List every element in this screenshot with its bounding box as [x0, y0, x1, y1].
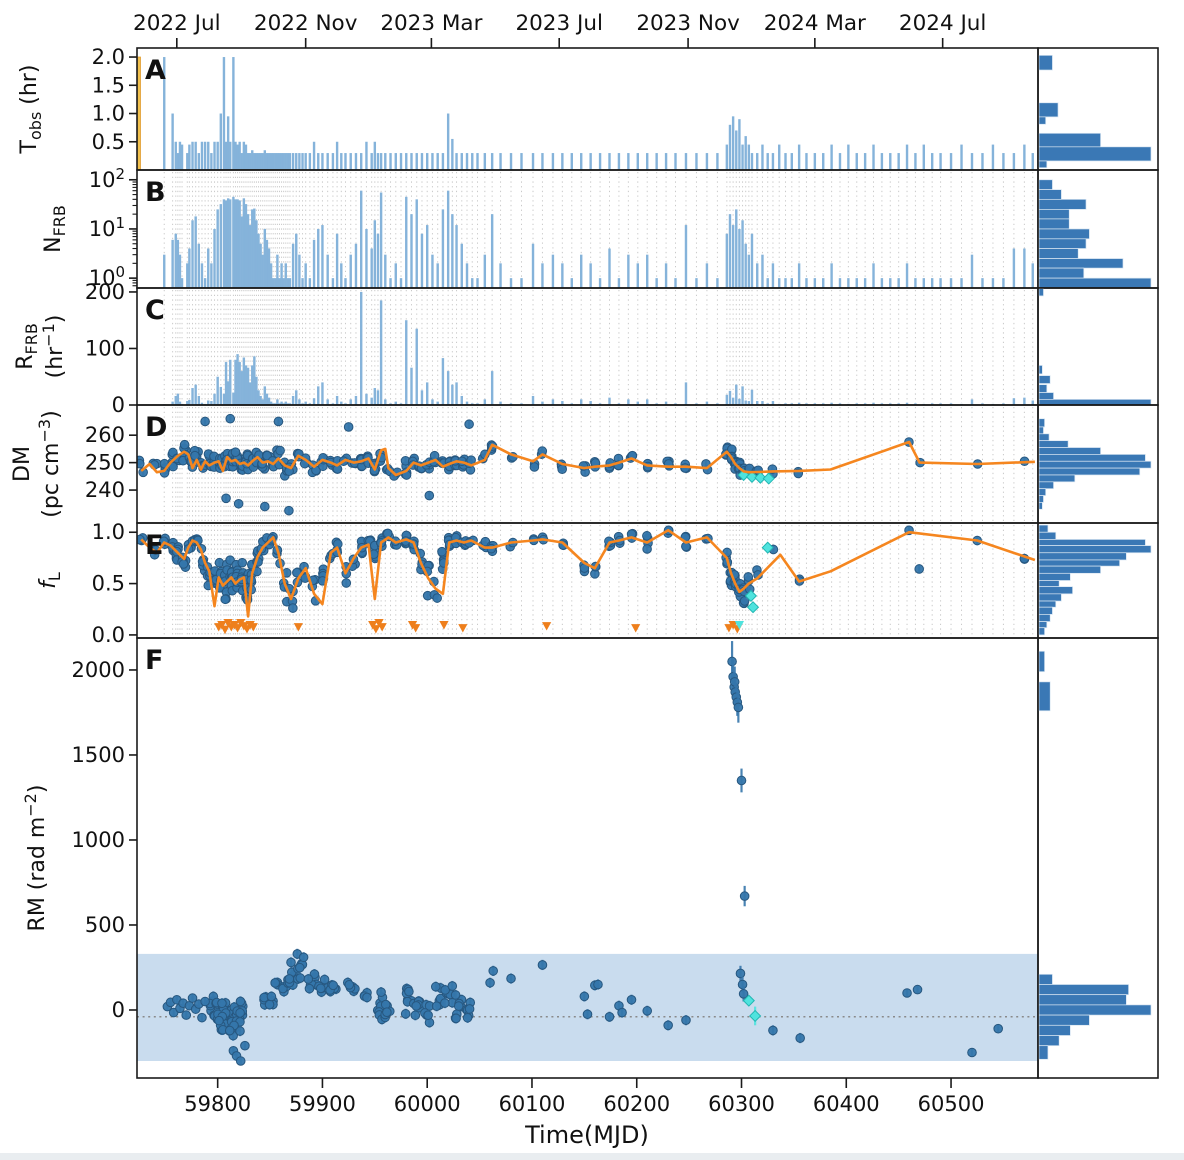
cyan-marker	[746, 601, 760, 614]
cyan-marker	[761, 541, 774, 554]
hist-frame	[1037, 287, 1159, 406]
y-tick-label: 0.5	[92, 130, 125, 154]
page-bottom-strip	[0, 1153, 1184, 1160]
x-tick-label: 60100	[499, 1092, 566, 1116]
y-axis-title2-C: (hr−1)	[39, 315, 68, 379]
panel-A: A 2.0 1.5 1.0 0.5 Tobs (hr)	[17, 45, 1039, 171]
panel-F: F 2000 1500 1000 500 0 RM (rad m−2)	[21, 637, 1039, 1079]
y-axis-title-C: RFRB	[13, 323, 41, 370]
panel-C: C 200 100 0 RFRB(hr−1)	[13, 280, 1039, 417]
hist-F	[1037, 637, 1159, 1079]
upper-limit-triangle	[734, 621, 745, 630]
x-tick-label: 60200	[603, 1092, 670, 1116]
x-tick-label: 60400	[813, 1092, 880, 1116]
panel-letter-C: C	[145, 295, 165, 326]
panel-B: B 102 101 100 NFRB	[41, 165, 1039, 290]
upper-limit-triangle	[439, 621, 449, 630]
panel-frame	[136, 47, 1039, 171]
y-axis-title-E: fL	[36, 572, 64, 589]
y-tick-label: 0	[112, 393, 125, 417]
hist-D	[1037, 404, 1159, 524]
top-date-label: 2022 Jul	[133, 11, 221, 36]
y-tick-label: 100	[85, 336, 125, 360]
median-trend-line	[140, 440, 1035, 477]
y-tick-label: 100	[89, 263, 125, 290]
y-tick-label: 1500	[72, 743, 125, 767]
y-axis-title-B: NFRB	[41, 205, 69, 253]
y-tick-label: 260	[85, 423, 125, 447]
y-tick-label: 1.0	[92, 520, 125, 544]
panel-letter-A: A	[145, 55, 166, 86]
y-tick-label: 0	[112, 998, 125, 1022]
x-tick-label: 59800	[184, 1092, 251, 1116]
y-tick-label: 1000	[72, 828, 125, 852]
y-tick-label: 102	[89, 165, 125, 192]
x-tick-label: 60500	[918, 1092, 985, 1116]
y-tick-label: 1.5	[92, 73, 125, 97]
cyan-marker	[762, 472, 775, 485]
y-axis-title-A: Tobs (hr)	[17, 65, 45, 155]
upper-limit-triangle	[411, 624, 421, 633]
top-date-label: 2022 Nov	[254, 11, 358, 36]
cyan-marker	[742, 994, 755, 1007]
top-date-label: 2024 Jul	[899, 11, 987, 36]
upper-limit-triangle	[631, 624, 641, 633]
panel-frame	[136, 287, 1039, 406]
upper-limit-triangle	[232, 624, 243, 633]
y-tick-label: 0.5	[92, 572, 125, 596]
hist-frame	[1037, 637, 1159, 1079]
y-axis-title2-D: (pc cm−3)	[35, 410, 64, 517]
upper-limit-triangle	[220, 625, 230, 635]
y-tick-label: 2000	[72, 658, 125, 682]
cyan-marker	[745, 470, 759, 484]
cyan-marker	[744, 589, 758, 603]
hist-C	[1037, 287, 1159, 406]
x-tick-label: 60000	[394, 1092, 461, 1116]
upper-limit-triangle	[724, 624, 734, 633]
panel-E: E 1.0 0.5 0.0 fL	[36, 520, 1039, 647]
y-tick-label: 250	[85, 451, 125, 475]
y-tick-label: 2.0	[92, 45, 125, 69]
x-axis-title: Time(MJD)	[524, 1121, 649, 1149]
upper-limit-triangle	[293, 623, 303, 632]
top-date-label: 2023 Mar	[380, 11, 482, 36]
y-tick-label: 101	[89, 214, 125, 241]
x-tick-label: 59900	[289, 1092, 356, 1116]
upper-limit-triangle	[377, 623, 387, 632]
y-tick-label: 0.0	[92, 623, 125, 647]
top-date-label: 2023 Nov	[636, 11, 740, 36]
upper-limit-triangle	[542, 622, 552, 631]
panel-letter-B: B	[145, 177, 166, 208]
cyan-marker	[754, 471, 767, 484]
panel-letter-E: E	[145, 530, 163, 561]
hist-B	[1037, 169, 1159, 289]
cyan-marker	[749, 1009, 762, 1023]
hist-A	[1037, 47, 1159, 171]
y-tick-label: 1.0	[92, 102, 125, 126]
top-date-label: 2024 Mar	[764, 11, 866, 36]
y-axis-title-F: RM (rad m−2)	[21, 785, 50, 932]
upper-limit-triangle	[458, 624, 468, 633]
y-axis-title-D: DM	[10, 446, 35, 482]
x-tick-label: 60300	[708, 1092, 775, 1116]
upper-limit-triangle	[248, 623, 258, 632]
hist-E	[1037, 522, 1159, 639]
y-tick-label: 500	[85, 913, 125, 937]
y-tick-label: 240	[85, 478, 125, 502]
upper-limit-triangle	[217, 621, 227, 630]
panel-letter-D: D	[145, 412, 167, 443]
y-tick-label: 200	[85, 280, 125, 304]
top-date-label: 2023 Jul	[515, 11, 603, 36]
shared-axes: 2022 Jul 2022 Nov 2023 Mar 2023 Jul 2023 Nov…	[133, 11, 986, 1116]
median-trend-line	[140, 528, 1036, 618]
panel-D: D 260 250 240 DM (pc cm−3)	[10, 404, 1039, 524]
panel-letter-F: F	[145, 645, 163, 676]
upper-limit-triangle	[371, 625, 381, 634]
